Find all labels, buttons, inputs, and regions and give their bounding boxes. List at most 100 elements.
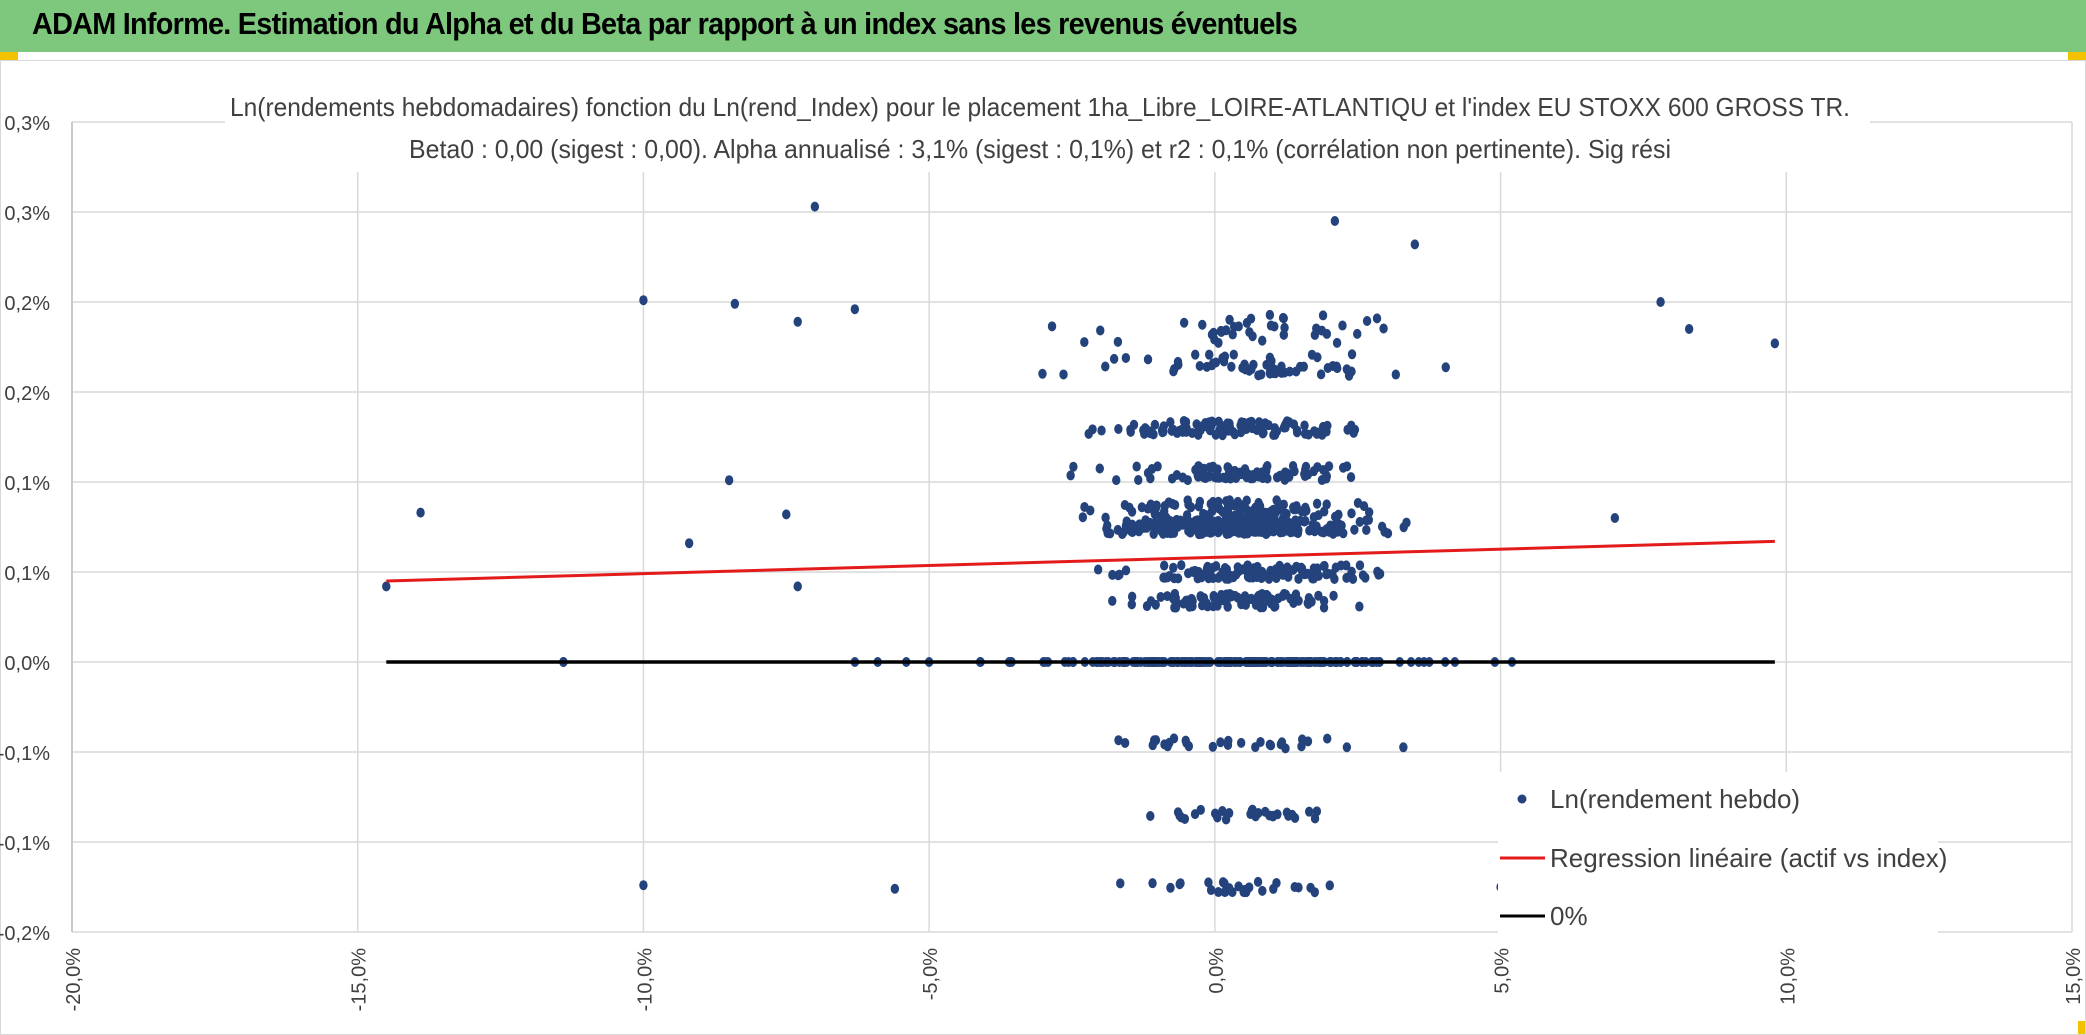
data-point: [1325, 880, 1334, 891]
data-point: [1223, 502, 1233, 513]
data-point: [793, 581, 802, 592]
data-point: [1207, 329, 1217, 340]
data-point: [1251, 570, 1260, 581]
data-point: [1174, 359, 1183, 370]
data-point: [1290, 881, 1299, 892]
data-point: [1246, 473, 1255, 484]
y-tick-label: -0,1%: [0, 833, 50, 855]
data-point: [1330, 511, 1340, 522]
data-point: [1254, 808, 1263, 819]
data-point: [1175, 810, 1184, 821]
data-point: [1291, 592, 1300, 603]
data-point: [1355, 516, 1365, 527]
data-point: [1304, 806, 1314, 817]
data-point: [1207, 420, 1216, 431]
data-point: [1225, 418, 1234, 429]
data-point: [1218, 806, 1227, 817]
data-point: [1169, 366, 1178, 377]
data-point: [1191, 515, 1201, 526]
data-point: [1186, 527, 1195, 538]
data-point: [1143, 467, 1153, 478]
data-point: [1103, 520, 1112, 531]
data-point: [1272, 472, 1282, 483]
data-point: [1170, 588, 1180, 599]
data-point: [1247, 422, 1256, 433]
legend-label-zero: 0%: [1550, 901, 1588, 931]
data-point: [1342, 742, 1352, 753]
data-point: [1141, 517, 1151, 528]
data-point: [1204, 349, 1214, 360]
data-point: [1289, 520, 1298, 531]
data-point: [1347, 366, 1356, 377]
data-point: [1332, 337, 1342, 348]
data-point: [1225, 512, 1234, 523]
data-point: [1233, 521, 1242, 532]
y-tick-label: 0,2%: [4, 383, 50, 405]
legend-marker-points: [1517, 794, 1527, 804]
data-point: [1294, 573, 1303, 584]
data-point: [1337, 520, 1346, 531]
data-point: [1167, 425, 1177, 436]
data-point: [1307, 596, 1316, 607]
data-point: [1169, 527, 1179, 538]
data-point: [1157, 525, 1166, 536]
data-point: [1254, 590, 1264, 601]
data-point: [1088, 424, 1097, 435]
data-point: [1273, 593, 1283, 604]
data-point: [1330, 216, 1340, 226]
data-point: [1266, 320, 1276, 331]
data-point: [382, 581, 391, 592]
data-point: [1236, 737, 1246, 748]
data-point: [1181, 417, 1191, 428]
data-point: [1288, 564, 1298, 575]
data-point: [1292, 427, 1302, 438]
data-point: [1206, 885, 1216, 896]
data-point: [1221, 886, 1230, 897]
data-point: [1182, 510, 1192, 521]
data-point: [1219, 356, 1229, 367]
data-point: [1322, 569, 1331, 580]
series-lines: [386, 539, 1775, 664]
data-point: [1304, 429, 1313, 440]
data-point: [782, 509, 791, 520]
data-point: [1402, 517, 1411, 528]
chart-title-line1: Ln(rendements hebdomadaires) fonction du…: [230, 92, 1850, 122]
data-point: [1244, 521, 1253, 532]
data-point: [1069, 461, 1078, 472]
data-point: [1059, 369, 1068, 380]
data-point: [1170, 602, 1179, 613]
data-point: [1167, 473, 1177, 484]
data-point: [1169, 517, 1178, 528]
data-point: [1213, 812, 1222, 823]
data-point: [1127, 599, 1136, 610]
data-point: [1158, 427, 1167, 438]
data-point: [1203, 601, 1212, 612]
data-point: [1656, 297, 1665, 307]
data-point: [1113, 336, 1123, 347]
x-tick-label: 10,0%: [1777, 948, 1799, 1005]
data-point: [1208, 741, 1218, 752]
data-point: [1198, 469, 1207, 480]
data-point: [1183, 568, 1193, 579]
data-point: [1116, 878, 1125, 889]
data-point: [1266, 506, 1276, 517]
data-point: [1322, 328, 1332, 339]
data-point: [810, 201, 820, 212]
data-point: [1148, 740, 1157, 751]
data-point: [1247, 507, 1256, 518]
data-point: [1297, 506, 1306, 517]
data-point: [1208, 562, 1217, 573]
data-point: [639, 295, 648, 306]
data-point: [1114, 423, 1123, 434]
data-point: [730, 298, 740, 309]
data-point: [1279, 422, 1289, 433]
data-point: [1257, 369, 1266, 380]
data-point: [1159, 560, 1169, 571]
x-tick-label: -20,0%: [63, 948, 85, 1012]
data-point: [1097, 425, 1106, 436]
data-point: [1289, 504, 1299, 515]
data-point: [1121, 352, 1131, 363]
data-point: [724, 475, 734, 486]
x-tick-label: -10,0%: [634, 948, 656, 1012]
